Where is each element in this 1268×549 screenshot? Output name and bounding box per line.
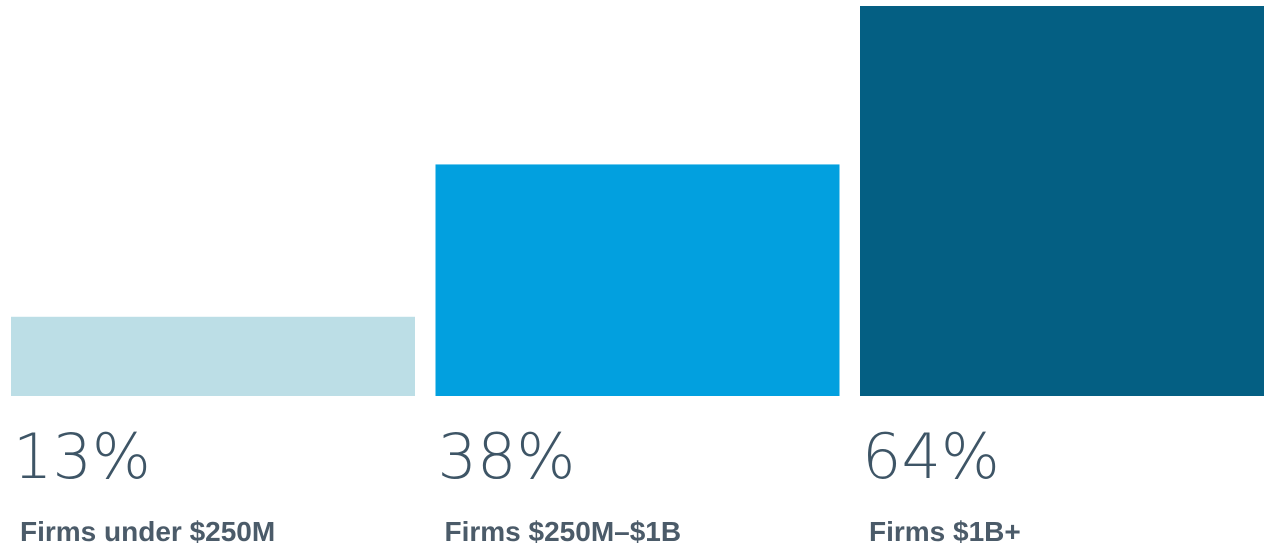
category-label: Firms under $250M (20, 516, 275, 547)
bar (435, 164, 840, 396)
category-label: Firms $1B+ (869, 516, 1021, 547)
value-label: 38% (438, 420, 576, 493)
bar (11, 316, 415, 396)
category-label: Firms $250M–$1B (445, 516, 682, 547)
value-label: 13% (13, 420, 151, 493)
value-label: 64% (862, 420, 1000, 493)
bar (860, 6, 1264, 396)
